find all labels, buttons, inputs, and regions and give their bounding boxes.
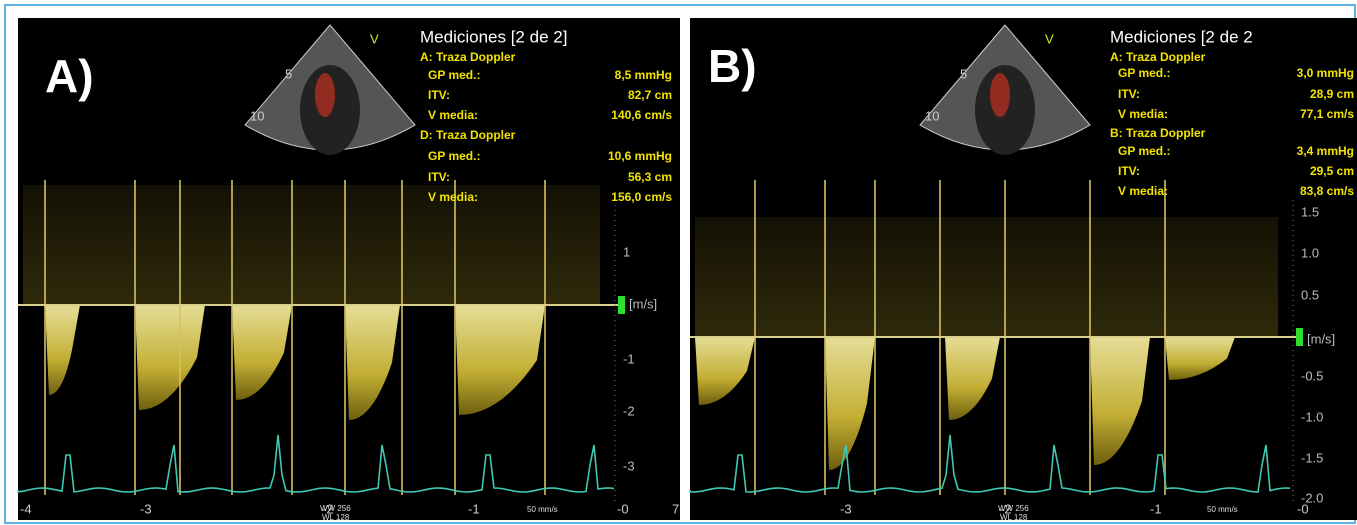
window-width: WW 256 (998, 504, 1029, 513)
measure-value: 10,6 mmHg (608, 149, 672, 163)
time-tick-label: -0 (1297, 501, 1309, 516)
velocity-tick-label: 1.0 (1301, 245, 1319, 260)
velocity-tick-label: 1.5 (1301, 204, 1319, 219)
velocity-tick-label: -1.5 (1301, 450, 1323, 465)
velocity-tick-label: 0.5 (1301, 287, 1319, 302)
color-flow (315, 73, 335, 117)
sweep-speed: 50 mm/s (527, 505, 558, 514)
color-flow (990, 73, 1010, 117)
measurements-title: Mediciones [2 de 2] (420, 27, 567, 46)
sector-marker: V (1045, 31, 1054, 46)
velocity-tick-label: -0.5 (1301, 368, 1323, 383)
group-name: B: Traza Doppler (1110, 126, 1206, 140)
group-name: A: Traza Doppler (420, 50, 516, 64)
time-tick-label: -4 (20, 501, 32, 516)
velocity-tick-label: -1.0 (1301, 409, 1323, 424)
velocity-unit: [m/s] (629, 296, 657, 311)
depth-label: 10 (925, 108, 939, 123)
measure-label: V media: (1118, 184, 1168, 198)
window-width: WW 256 (320, 504, 351, 513)
depth-label: 5 (285, 66, 292, 81)
measure-value: 156,0 cm/s (611, 190, 672, 204)
velocity-tick-label: -2 (623, 403, 635, 418)
velocity-unit: [m/s] (1307, 331, 1335, 346)
measure-label: GP med.: (428, 68, 480, 82)
time-tick-label: -1 (1150, 501, 1162, 516)
window-level: WL 128 (322, 513, 350, 522)
doppler-panel: V 5 10 B) Mediciones [2 de 2 A: Traza Doppler… (672, 18, 1357, 522)
time-tick-label: -3 (840, 501, 852, 516)
measure-label: GP med.: (1118, 144, 1170, 158)
measure-value: 29,5 cm (1310, 164, 1354, 178)
group-name: D: Traza Doppler (420, 128, 516, 142)
measure-label: ITV: (428, 170, 450, 184)
measure-value: 3,0 mmHg (1297, 66, 1354, 80)
measure-value: 28,9 cm (1310, 87, 1354, 101)
measure-value: 140,6 cm/s (611, 108, 672, 122)
measure-label: GP med.: (1118, 66, 1170, 80)
measurements-title: Mediciones [2 de 2 (1110, 27, 1253, 46)
time-tick-label: -1 (468, 501, 480, 516)
measure-value: 77,1 cm/s (1300, 107, 1354, 121)
measure-label: V media: (428, 190, 478, 204)
depth-label: 10 (250, 108, 264, 123)
depth-label: 5 (960, 66, 967, 81)
time-tick-label: 7 (672, 501, 679, 516)
measure-value: 8,5 mmHg (615, 68, 672, 82)
baseline-marker (1296, 328, 1303, 346)
measure-label: GP med.: (428, 149, 480, 163)
measure-label: V media: (428, 108, 478, 122)
window-level: WL 128 (1000, 513, 1028, 522)
sweep-speed: 50 mm/s (1207, 505, 1238, 514)
measure-value: 83,8 cm/s (1300, 184, 1354, 198)
velocity-tick-label: -3 (623, 458, 635, 473)
time-tick-label: -3 (140, 501, 152, 516)
measure-value: 3,4 mmHg (1297, 144, 1354, 158)
spectral-haze (695, 217, 1278, 337)
baseline-marker (618, 296, 625, 314)
spectral-haze (23, 185, 600, 305)
panel-label: B) (708, 40, 757, 92)
panel-label: A) (45, 50, 94, 102)
doppler-panel: V 5 10 A) Mediciones [2 de 2] A: Traza Dopple… (18, 18, 680, 522)
sector-marker: V (370, 31, 379, 46)
figure: V 5 10 A) Mediciones [2 de 2] A: Traza Dopple… (0, 0, 1357, 525)
measure-value: 82,7 cm (628, 88, 672, 102)
measure-label: ITV: (1118, 164, 1140, 178)
velocity-tick-label: 1 (623, 244, 630, 259)
time-tick-label: -0 (617, 501, 629, 516)
measure-value: 56,3 cm (628, 170, 672, 184)
measure-label: V media: (1118, 107, 1168, 121)
measure-label: ITV: (1118, 87, 1140, 101)
group-name: A: Traza Doppler (1110, 50, 1206, 64)
velocity-tick-label: -1 (623, 351, 635, 366)
measure-label: ITV: (428, 88, 450, 102)
